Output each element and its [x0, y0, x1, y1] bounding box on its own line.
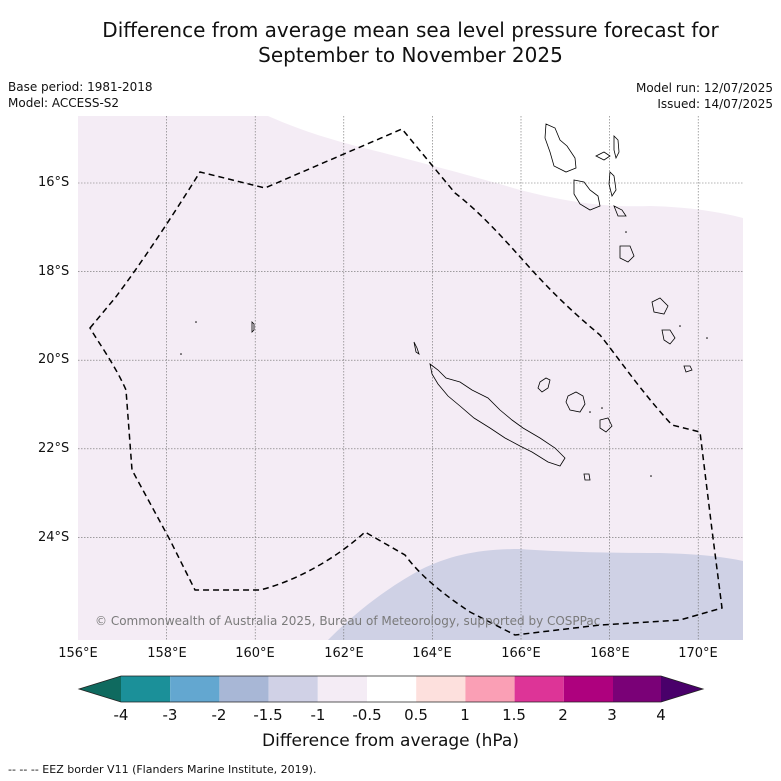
colorbar-bin-3	[219, 676, 269, 702]
colorbar-tick-label: -1.5	[253, 706, 283, 724]
lat-label-16s: 16°S	[38, 175, 70, 190]
colorbar-tick-label: 4	[656, 706, 666, 724]
colorbar-tick-label: -3	[162, 706, 178, 724]
lon-label-166e: 166°E	[501, 646, 541, 661]
colorbar-bin-8	[465, 676, 515, 702]
islet-8	[601, 407, 603, 409]
colorbar-bin-9	[514, 676, 564, 702]
meta-left: Base period: 1981-2018 Model: ACCESS-S2	[8, 79, 153, 111]
islet-5	[679, 325, 681, 327]
colorbar-bin-7	[416, 676, 466, 702]
espiritu-santo-island	[544, 123, 577, 173]
colorbar-tick-label: -4	[113, 706, 129, 724]
colorbar	[77, 675, 705, 703]
colorbar-tick-label: 2	[558, 706, 568, 724]
chart-title: Difference from average mean sea level p…	[0, 18, 781, 68]
islet-4	[706, 337, 708, 339]
islet-1	[195, 321, 197, 323]
colorbar-tick-label: 1.5	[502, 706, 526, 724]
islet-2	[180, 353, 182, 355]
efate-island	[619, 245, 635, 263]
epi-island	[613, 205, 627, 217]
ambae-island	[595, 151, 611, 161]
islet-6	[625, 231, 627, 233]
mare-island	[599, 417, 613, 433]
lat-label-24s: 24°S	[38, 530, 70, 545]
lifou-island	[565, 391, 586, 413]
anomaly-region-lavender	[328, 549, 743, 640]
colorbar-bin-5	[317, 676, 367, 702]
colorbar-bin-6	[367, 676, 417, 702]
colorbar-bin-4	[268, 676, 318, 702]
lon-label-156e: 156°E	[58, 646, 98, 661]
colorbar-tick-label: 3	[607, 706, 617, 724]
eez-legend-note: -- -- -- EEZ border V11 (Flanders Marine…	[8, 763, 317, 776]
gridlines	[78, 116, 743, 640]
lat-label-18s: 18°S	[38, 264, 70, 279]
model-name: Model: ACCESS-S2	[8, 96, 120, 110]
islet-3	[650, 475, 652, 477]
colorbar-bin-2	[170, 676, 220, 702]
title-line-2: September to November 2025	[258, 43, 563, 67]
lon-label-164e: 164°E	[412, 646, 452, 661]
colorbar-tick-label: -0.5	[352, 706, 382, 724]
new-caledonia-island	[429, 363, 566, 467]
colorbar-tick-label: 1	[460, 706, 470, 724]
title-line-1: Difference from average mean sea level p…	[102, 18, 719, 42]
colorbar-min-extend	[79, 676, 121, 702]
belep-islands	[413, 341, 420, 355]
colorbar-tick-label: -1	[310, 706, 326, 724]
lat-label-20s: 20°S	[38, 352, 70, 367]
malakula-island	[573, 179, 601, 211]
model-run: Model run: 12/07/2025	[635, 81, 773, 95]
lon-label-162e: 162°E	[324, 646, 364, 661]
lon-label-158e: 158°E	[147, 646, 187, 661]
maewo-island	[613, 135, 620, 160]
colorbar-bin-11	[613, 676, 661, 702]
lat-label-22s: 22°S	[38, 441, 70, 456]
issued-date: Issued: 14/07/2025	[657, 97, 773, 111]
colorbar-tick-label: -2	[211, 706, 227, 724]
colorbar-tick-label: 0.5	[404, 706, 428, 724]
colorbar-bin-10	[563, 676, 613, 702]
islet-7	[589, 411, 591, 413]
small-island-west	[251, 321, 255, 333]
tanna-island	[661, 329, 676, 345]
pentecost-island	[608, 171, 617, 197]
lon-label-160e: 160°E	[235, 646, 275, 661]
aneityum-island	[683, 365, 693, 373]
anomaly-region-light	[78, 116, 743, 640]
erromango-island	[651, 297, 669, 315]
eez-border	[89, 128, 723, 636]
lon-label-168e: 168°E	[590, 646, 630, 661]
isle-of-pines	[583, 473, 591, 481]
copyright-notice: © Commonwealth of Australia 2025, Bureau…	[95, 614, 601, 628]
colorbar-max-extend	[661, 676, 703, 702]
base-period: Base period: 1981-2018	[8, 80, 153, 94]
colorbar-outline	[77, 675, 705, 703]
colorbar-bin-1	[121, 676, 171, 702]
meta-right: Model run: 12/07/2025 Issued: 14/07/2025	[636, 80, 773, 112]
colorbar-title: Difference from average (hPa)	[262, 731, 519, 751]
lon-label-170e: 170°E	[678, 646, 718, 661]
ouvea-island	[537, 377, 551, 393]
